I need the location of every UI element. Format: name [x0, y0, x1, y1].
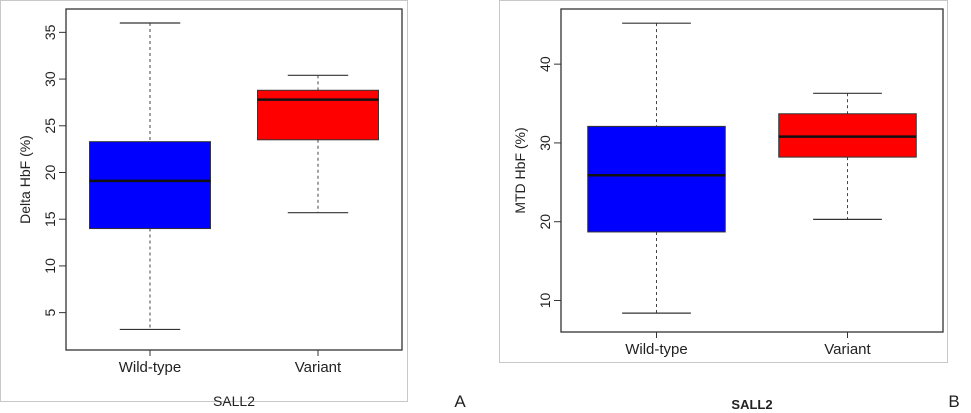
y-tick-label: 35	[42, 24, 58, 40]
y-tick-label: 10	[42, 258, 58, 274]
y-tick-label: 5	[42, 309, 58, 317]
x-tick-label: Variant	[295, 359, 342, 376]
figure-frame	[0, 0, 408, 402]
y-axis-label: Delta HbF (%)	[17, 135, 33, 224]
box-iqr	[89, 141, 211, 230]
figure-frame	[499, 0, 948, 363]
x-tick-label: Variant	[824, 341, 871, 358]
x-tick-label: Wild-type	[625, 341, 688, 358]
box-variant	[257, 74, 379, 214]
y-tick-label: 20	[42, 164, 58, 180]
plot-area	[65, 8, 403, 351]
panel-letter: A	[454, 392, 466, 411]
y-tick-label: 15	[42, 211, 58, 227]
box-variant	[778, 92, 917, 220]
x-tick-label: Wild-type	[119, 359, 182, 376]
y-tick-label: 30	[537, 135, 553, 151]
panel-letter: B	[948, 392, 959, 411]
y-tick-label: 40	[537, 56, 553, 72]
y-tick-label: 20	[537, 214, 553, 230]
chart-panel-b: 10 20 30 40 MTD HbF (%) Wild-type Variant SALL2	[499, 0, 948, 412]
box-wild-type	[587, 22, 726, 314]
box-iqr	[257, 89, 379, 141]
x-axis-label: SALL2	[731, 397, 772, 412]
y-tick-label: 10	[537, 292, 553, 308]
plot-area	[560, 8, 944, 333]
box-iqr	[587, 125, 726, 233]
box-wild-type	[89, 22, 211, 331]
y-tick-label: 30	[42, 71, 58, 87]
x-axis-label: SALL2	[213, 393, 255, 409]
y-axis-label: MTD HbF (%)	[512, 127, 528, 213]
chart-panel-a: 5 10 15 20 25 30 35 Delta HbF (%) Wild-type Varia…	[0, 0, 408, 409]
y-tick-label: 25	[42, 118, 58, 134]
